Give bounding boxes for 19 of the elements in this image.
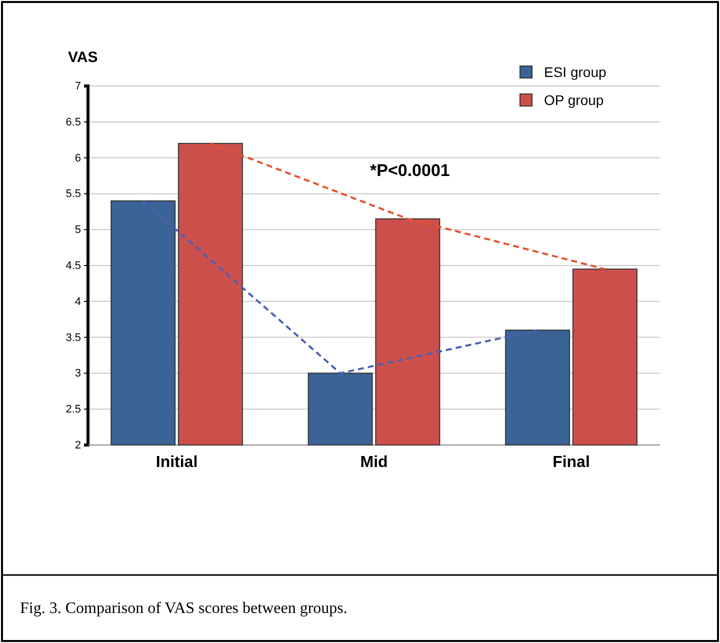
- y-tick-label: 3.5: [66, 332, 81, 344]
- y-axis-title: VAS: [68, 49, 98, 66]
- x-tick-label: Mid: [360, 454, 388, 472]
- legend-label: OP group: [544, 92, 604, 108]
- y-tick-label: 4.5: [66, 260, 81, 272]
- y-tick-label: 2: [74, 440, 81, 452]
- caption: Fig. 3. Comparison of VAS scores between groups.: [20, 600, 348, 617]
- x-tick-label: Final: [552, 454, 590, 472]
- legend-label: ESI group: [544, 64, 606, 80]
- y-tick-label: 7: [74, 80, 81, 93]
- y-tick-label: 6: [74, 152, 81, 164]
- y-tick-label: 2.5: [66, 404, 81, 416]
- y-tick-label: 5: [74, 224, 81, 236]
- y-tick-label: 3: [74, 368, 81, 380]
- y-tick-label: 4: [74, 296, 81, 308]
- annotation: *P<0.0001: [370, 161, 450, 180]
- x-tick-label: Initial: [156, 454, 198, 472]
- y-tick-label: 5.5: [66, 188, 81, 200]
- y-tick-label: 6.5: [66, 116, 81, 128]
